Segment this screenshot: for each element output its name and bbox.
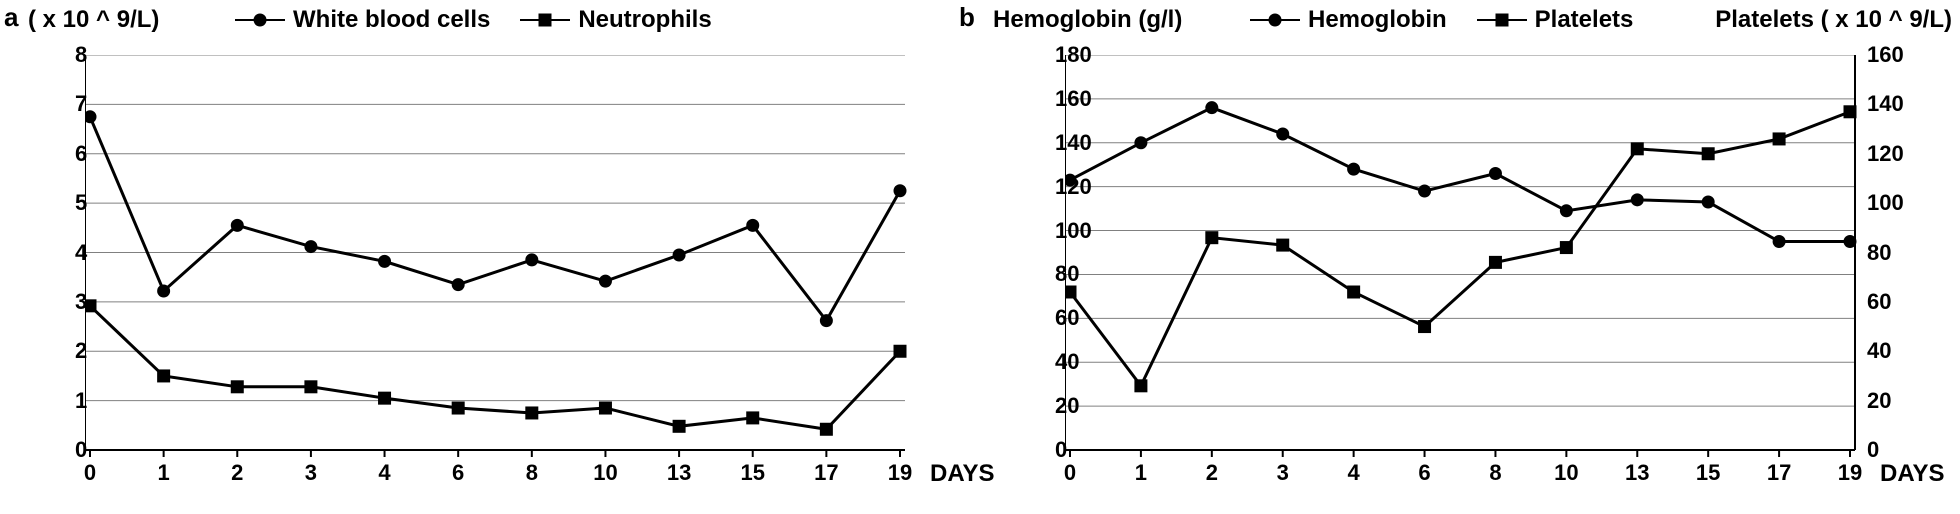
square-marker-icon <box>1495 14 1508 27</box>
x-tick-label: 19 <box>1838 460 1862 486</box>
panel-b-x-axis-title: DAYS <box>1880 460 1944 488</box>
y-right-tick-label: 160 <box>1867 42 1904 68</box>
y-right-tick-label: 40 <box>1867 338 1891 364</box>
legend-item-wbc: White blood cells <box>235 6 490 34</box>
x-tick-label: 4 <box>1348 460 1360 486</box>
x-tick-label: 0 <box>84 460 96 486</box>
y-right-tick-label: 20 <box>1867 388 1891 414</box>
panel-b-label: b <box>959 2 975 33</box>
x-tick-label: 17 <box>814 460 838 486</box>
x-tick-label: 19 <box>888 460 912 486</box>
y-right-tick-label: 120 <box>1867 141 1904 167</box>
panel-a-y-axis-title: ( x 10 ^ 9/L) <box>28 6 159 34</box>
panel-b-left-axis-title: Hemoglobin (g/l) <box>993 6 1182 34</box>
x-tick-label: 10 <box>593 460 617 486</box>
x-tick-label: 6 <box>452 460 464 486</box>
x-tick-label: 15 <box>740 460 764 486</box>
circle-marker-icon <box>254 14 267 27</box>
y-right-tick-label: 0 <box>1867 437 1879 463</box>
x-tick-label: 2 <box>231 460 243 486</box>
circle-marker-icon <box>1269 14 1282 27</box>
panel-b-right-axis-title: Platelets ( x 10 ^ 9/L) <box>1715 6 1952 34</box>
x-tick-label: 2 <box>1206 460 1218 486</box>
legend-label: Neutrophils <box>578 6 711 34</box>
x-tick-label: 4 <box>378 460 390 486</box>
x-tick-label: 1 <box>1135 460 1147 486</box>
x-tick-label: 13 <box>1625 460 1649 486</box>
chart-a-svg <box>85 55 925 470</box>
x-tick-label: 3 <box>305 460 317 486</box>
x-tick-label: 1 <box>158 460 170 486</box>
chart-b-svg <box>1065 55 1875 470</box>
x-tick-label: 15 <box>1696 460 1720 486</box>
panel-a: a ( x 10 ^ 9/L) White blood cells Neutro… <box>0 0 955 514</box>
y-right-tick-label: 80 <box>1867 240 1891 266</box>
x-tick-label: 10 <box>1554 460 1578 486</box>
x-tick-label: 6 <box>1418 460 1430 486</box>
legend-label: White blood cells <box>293 6 490 34</box>
panel-b: b Hemoglobin (g/l) Hemoglobin Platelets … <box>955 0 1960 514</box>
x-tick-label: 3 <box>1277 460 1289 486</box>
y-right-tick-label: 100 <box>1867 190 1904 216</box>
y-right-tick-label: 60 <box>1867 289 1891 315</box>
x-tick-label: 8 <box>1489 460 1501 486</box>
legend-item-platelets: Platelets <box>1477 6 1634 34</box>
panel-b-legend: Hemoglobin Platelets <box>1250 6 1633 34</box>
legend-item-hemoglobin: Hemoglobin <box>1250 6 1447 34</box>
x-tick-label: 0 <box>1064 460 1076 486</box>
legend-label: Hemoglobin <box>1308 6 1447 34</box>
legend-item-neutrophils: Neutrophils <box>520 6 711 34</box>
x-tick-label: 17 <box>1767 460 1791 486</box>
x-tick-label: 13 <box>667 460 691 486</box>
legend-label: Platelets <box>1535 6 1634 34</box>
square-marker-icon <box>539 14 552 27</box>
panel-a-legend: White blood cells Neutrophils <box>235 6 712 34</box>
y-right-tick-label: 140 <box>1867 91 1904 117</box>
x-tick-label: 8 <box>526 460 538 486</box>
panel-a-label: a <box>4 2 18 33</box>
